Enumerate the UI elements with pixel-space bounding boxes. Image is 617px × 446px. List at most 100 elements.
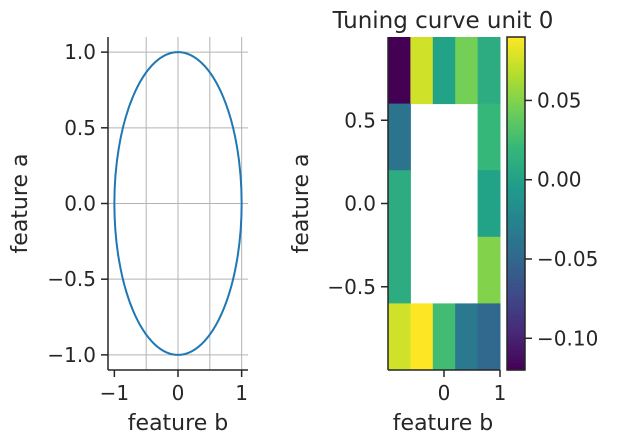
heatmap-cell-r0-c2	[432, 37, 456, 105]
x-tick-label-2: 1	[235, 381, 248, 405]
colorbar-segment-64	[507, 250, 525, 255]
heatmap-cell-r0-c4	[477, 37, 501, 105]
colorbar-segment-8	[507, 63, 525, 68]
ellipse-curve	[113, 51, 243, 356]
colorbar-segment-86	[507, 323, 525, 328]
colorbar-tick-label-1: 0.00	[537, 168, 582, 192]
colorbar-segment-45	[507, 186, 525, 191]
colorbar-segment-83	[507, 313, 525, 318]
colorbar-segment-42	[507, 176, 525, 181]
colorbar-segment-55	[507, 220, 525, 225]
ellipse-plot: −1 0 1 1.0 0.5 0.0 −0.5 −1.0 feature b feature a	[8, 37, 248, 436]
colorbar-segment-65	[507, 253, 525, 258]
colorbar-segment-56	[507, 223, 525, 228]
colorbar-segment-50	[507, 203, 525, 208]
colorbar-segment-21	[507, 106, 525, 111]
colorbar-segment-52	[507, 210, 525, 215]
heatmap-cell-r1-c4	[477, 103, 501, 171]
y-axis-label: feature a	[8, 154, 33, 254]
colorbar-segment-11	[507, 73, 525, 78]
colorbar-segment-91	[507, 340, 525, 344]
colorbar-segment-60	[507, 236, 525, 241]
colorbar-segment-39	[507, 166, 525, 171]
colorbar-segment-74	[507, 283, 525, 288]
colorbar-segment-81	[507, 306, 525, 311]
x-tick-label-0: −1	[100, 381, 129, 405]
y-tick-label-1: 0.5	[64, 116, 96, 140]
colorbar-segment-96	[507, 356, 525, 361]
heatmap-y-axis-label: feature a	[289, 154, 314, 254]
colorbar-segment-44	[507, 183, 525, 188]
colorbar-segment-76	[507, 290, 525, 295]
colorbar-segment-49	[507, 200, 525, 205]
colorbar-segment-27	[507, 126, 525, 131]
colorbar-segment-59	[507, 233, 525, 238]
colorbar-tick-label-0: 0.05	[537, 88, 582, 112]
heatmap-cell-r2-c0	[388, 170, 411, 238]
colorbar-segment-53	[507, 213, 525, 218]
y-tick-label-2: 0.0	[64, 192, 96, 216]
heatmap-cell-r4-c0	[388, 303, 411, 371]
colorbar-segment-1	[507, 40, 525, 45]
colorbar-segment-16	[507, 90, 525, 95]
heatmap-x-tick-label-0: 0	[438, 381, 451, 405]
colorbar-segment-25	[507, 120, 525, 125]
heatmap-cell-r3-c4	[477, 236, 501, 304]
colorbar-segment-31	[507, 140, 525, 145]
colorbar-segment-63	[507, 246, 525, 251]
colorbar-segment-69	[507, 266, 525, 271]
colorbar-segment-90	[507, 336, 525, 341]
colorbar-segment-54	[507, 216, 525, 221]
colorbar-segment-33	[507, 146, 525, 151]
colorbar-tick-label-2: −0.05	[537, 247, 598, 271]
colorbar-segment-95	[507, 353, 525, 358]
heatmap-cell-r0-c3	[455, 37, 479, 105]
colorbar-segment-43	[507, 180, 525, 185]
colorbar-segment-98	[507, 363, 525, 368]
colorbar-segment-18	[507, 96, 525, 101]
heatmap-cell-r4-c2	[432, 303, 456, 371]
heatmap-y-tick-label-0: 0.5	[344, 108, 376, 132]
colorbar-segment-37	[507, 160, 525, 165]
heatmap-cell-r2-c4	[477, 170, 501, 238]
colorbar-segment-13	[507, 80, 525, 85]
colorbar: 0.05 0.00 −0.05 −0.10	[506, 36, 598, 371]
colorbar-segment-75	[507, 286, 525, 291]
colorbar-segment-85	[507, 320, 525, 324]
colorbar-segment-61	[507, 240, 525, 245]
colorbar-segment-5	[507, 53, 525, 58]
colorbar-segment-88	[507, 330, 525, 334]
heatmap-cell-r4-c1	[410, 303, 434, 371]
colorbar-segment-57	[507, 226, 525, 231]
colorbar-segment-38	[507, 163, 525, 168]
y-tick-label-0: 1.0	[64, 40, 96, 64]
heatmap-x-axis-label: feature b	[393, 411, 493, 436]
colorbar-segment-66	[507, 256, 525, 261]
colorbar-segment-6	[507, 56, 525, 61]
colorbar-segment-78	[507, 296, 525, 301]
colorbar-segment-26	[507, 123, 525, 128]
colorbar-segment-82	[507, 310, 525, 314]
colorbar-segment-48	[507, 196, 525, 201]
colorbar-segment-9	[507, 66, 525, 71]
x-tick-label-1: 0	[172, 381, 185, 405]
colorbar-segment-68	[507, 263, 525, 268]
heatmap-cell-r4-c4	[477, 303, 501, 371]
colorbar-segment-72	[507, 276, 525, 281]
y-tick-label-4: −1.0	[47, 343, 96, 367]
heatmap-x-tick-label-1: 1	[494, 381, 507, 405]
colorbar-segment-62	[507, 243, 525, 248]
colorbar-segment-32	[507, 143, 525, 148]
colorbar-segment-12	[507, 76, 525, 81]
colorbar-frame	[506, 36, 526, 371]
heatmap-cell-r1-c0	[388, 103, 411, 171]
colorbar-segment-92	[507, 343, 525, 348]
colorbar-segment-89	[507, 333, 525, 338]
colorbar-segment-28	[507, 130, 525, 135]
colorbar-segment-41	[507, 173, 525, 178]
colorbar-segment-3	[507, 46, 525, 51]
colorbar-segment-19	[507, 100, 525, 105]
colorbar-segment-34	[507, 150, 525, 155]
colorbar-segment-70	[507, 270, 525, 275]
heatmap-cell-r0-c1	[410, 37, 434, 105]
